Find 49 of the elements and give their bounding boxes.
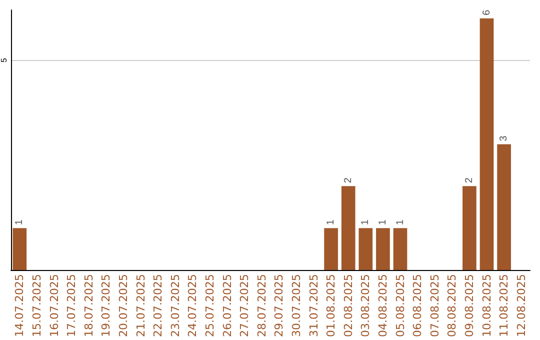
- data-label: 1: [360, 219, 372, 226]
- data-label: 2: [464, 177, 475, 184]
- bar: [324, 228, 338, 270]
- data-label: 1: [14, 219, 26, 226]
- x-tick-label: 12.08.2025: [514, 274, 528, 337]
- x-tick-label: 09.08.2025: [462, 274, 476, 337]
- y-tick-label: 5: [0, 58, 8, 63]
- x-tick-label: 31.07.2025: [307, 274, 320, 337]
- x-tick-label: 20.07.2025: [116, 274, 130, 337]
- x-tick-label: 26.07.2025: [220, 274, 234, 337]
- x-tick-label: 18.07.2025: [82, 274, 96, 337]
- x-tick-label: 23.07.2025: [168, 274, 182, 337]
- x-tick-label: 22.07.2025: [152, 274, 165, 337]
- x-tick-label: 25.07.2025: [203, 274, 216, 337]
- x-tick-label: 21.07.2025: [134, 274, 148, 337]
- x-tick-label: 03.08.2025: [359, 274, 372, 337]
- x-tick-label: 06.08.2025: [411, 274, 424, 337]
- x-tick-label: 29.07.2025: [272, 274, 286, 337]
- bar: [341, 186, 356, 270]
- x-tick-label: 07.08.2025: [428, 274, 442, 337]
- data-label: 2: [342, 177, 354, 184]
- data-label: 3: [498, 135, 510, 142]
- bar: [376, 228, 390, 270]
- x-tick-label: 02.08.2025: [342, 274, 355, 337]
- x-tick-label: 01.08.2025: [324, 274, 338, 337]
- bar: [480, 18, 494, 270]
- data-label: 1: [326, 219, 337, 226]
- bar: [358, 228, 373, 270]
- data-label: 1: [377, 219, 388, 226]
- x-tick-label: 28.07.2025: [255, 274, 268, 337]
- x-tick-label: 05.08.2025: [394, 274, 407, 337]
- data-label: 6: [481, 9, 492, 16]
- x-tick-label: 17.07.2025: [65, 274, 78, 337]
- x-tick-label: 14.07.2025: [13, 274, 26, 337]
- x-tick-label: 30.07.2025: [290, 274, 303, 337]
- x-tick-label: 19.07.2025: [100, 274, 113, 337]
- bar: [497, 144, 511, 270]
- bar: [12, 228, 27, 270]
- x-tick-label: 10.08.2025: [480, 274, 494, 337]
- x-tick-label: 27.07.2025: [238, 274, 252, 337]
- x-tick-label: 16.07.2025: [48, 274, 61, 337]
- x-tick-label: 15.07.2025: [30, 274, 44, 337]
- x-tick-label: 04.08.2025: [376, 274, 390, 337]
- bar: [462, 186, 476, 270]
- x-tick-label: 08.08.2025: [446, 274, 459, 337]
- x-tick-label: 11.08.2025: [498, 274, 511, 337]
- x-tick-label: 24.07.2025: [186, 274, 200, 337]
- data-label: 1: [394, 219, 406, 226]
- bar: [393, 228, 408, 270]
